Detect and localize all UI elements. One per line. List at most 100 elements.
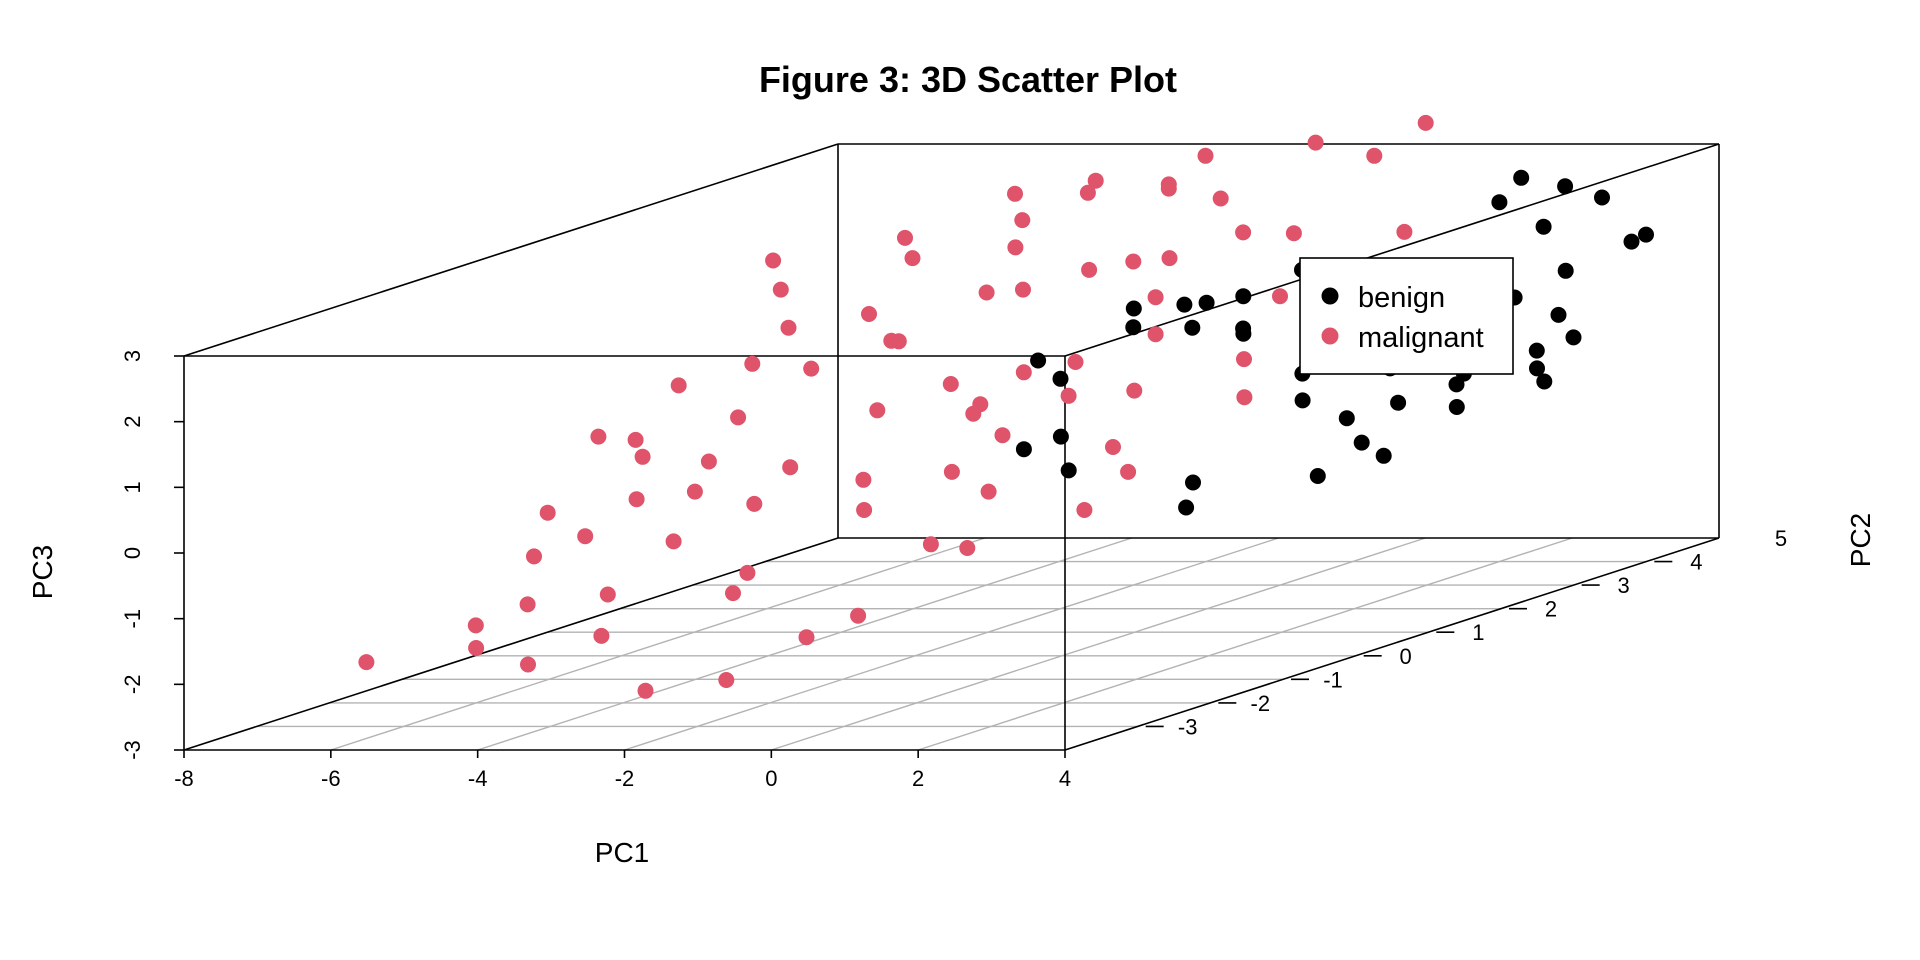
point-malignant xyxy=(1396,223,1413,240)
point-benign xyxy=(1015,441,1032,458)
plot-box xyxy=(183,143,1720,751)
point-malignant xyxy=(637,682,654,699)
grid-line-x xyxy=(624,537,1279,751)
point-benign xyxy=(1235,325,1252,342)
point-malignant xyxy=(746,495,763,512)
point-benign xyxy=(1513,169,1530,186)
z-axis-label: PC3 xyxy=(27,545,58,599)
point-malignant xyxy=(1212,190,1229,207)
point-benign xyxy=(1535,218,1552,235)
point-benign xyxy=(1390,394,1407,411)
point-malignant xyxy=(782,459,799,476)
point-malignant xyxy=(1235,224,1252,241)
point-benign xyxy=(1557,262,1574,279)
legend-box xyxy=(1299,257,1514,375)
point-malignant xyxy=(1007,239,1024,256)
point-malignant xyxy=(1007,185,1023,202)
point-malignant xyxy=(980,483,997,500)
z-tick-label: -3 xyxy=(120,740,145,760)
point-malignant xyxy=(1236,389,1253,406)
x-tick-label: 4 xyxy=(1059,766,1071,791)
point-malignant xyxy=(627,431,644,448)
point-benign xyxy=(1052,370,1069,387)
legend-benign-label: benign xyxy=(1358,282,1445,314)
point-malignant xyxy=(890,333,907,350)
point-malignant xyxy=(861,306,877,322)
point-benign xyxy=(1184,319,1201,336)
point-malignant xyxy=(803,360,820,377)
point-malignant xyxy=(1120,463,1137,480)
x-tick-label: -8 xyxy=(174,766,194,791)
data-points xyxy=(358,114,1654,699)
point-malignant xyxy=(1105,439,1121,455)
x-tick-label: -6 xyxy=(321,766,341,791)
point-malignant xyxy=(869,402,886,419)
point-malignant xyxy=(590,428,607,445)
box-edge xyxy=(1064,537,1720,751)
point-malignant xyxy=(1079,184,1096,201)
point-malignant xyxy=(850,607,867,624)
legend: benign malignant xyxy=(1299,257,1514,375)
point-malignant xyxy=(1125,253,1142,270)
y-tick-label: 2 xyxy=(1545,597,1557,622)
floor-grid xyxy=(256,537,1647,751)
point-benign xyxy=(1528,342,1545,359)
point-malignant xyxy=(1307,134,1324,151)
point-malignant xyxy=(700,453,717,470)
point-malignant xyxy=(1161,250,1178,267)
legend-malignant-marker xyxy=(1321,327,1339,345)
point-benign xyxy=(1235,288,1252,305)
point-malignant xyxy=(1081,261,1098,278)
point-malignant xyxy=(718,672,735,688)
point-benign xyxy=(1536,373,1553,390)
point-malignant xyxy=(1285,225,1302,242)
point-malignant xyxy=(468,640,485,656)
point-malignant xyxy=(520,656,536,673)
point-malignant xyxy=(1417,114,1434,131)
x-tick-label: -2 xyxy=(615,766,635,791)
point-malignant xyxy=(972,396,989,413)
point-malignant xyxy=(467,617,484,634)
point-malignant xyxy=(686,483,703,500)
point-malignant xyxy=(526,548,542,565)
point-malignant xyxy=(1160,176,1177,193)
x-tick-label: 0 xyxy=(765,766,777,791)
point-malignant xyxy=(1015,364,1032,381)
x-tick-label: -4 xyxy=(468,766,488,791)
point-malignant xyxy=(942,376,959,392)
box-edge xyxy=(183,143,839,357)
point-malignant xyxy=(856,502,873,518)
point-malignant xyxy=(593,627,610,644)
point-malignant xyxy=(1147,289,1164,306)
point-malignant xyxy=(855,471,872,488)
point-benign xyxy=(1125,300,1142,317)
point-malignant xyxy=(1147,326,1164,343)
point-benign xyxy=(1185,474,1201,491)
point-malignant xyxy=(739,564,756,581)
point-malignant xyxy=(1272,288,1288,305)
point-malignant xyxy=(1087,172,1104,189)
point-malignant xyxy=(634,448,651,465)
point-malignant xyxy=(744,355,761,372)
point-malignant xyxy=(798,629,815,646)
grid-line-x xyxy=(771,537,1426,751)
z-tick-label: -1 xyxy=(120,609,145,629)
point-malignant xyxy=(959,540,976,556)
y-tick-label: 0 xyxy=(1400,644,1412,669)
point-malignant xyxy=(1060,387,1077,404)
point-benign xyxy=(1309,468,1326,484)
point-benign xyxy=(1176,296,1193,313)
y-tick-label: -1 xyxy=(1323,667,1343,692)
point-benign xyxy=(1353,434,1370,451)
point-malignant xyxy=(780,319,797,336)
point-malignant xyxy=(1197,147,1214,164)
z-tick-label: 1 xyxy=(120,481,145,493)
point-benign xyxy=(1338,410,1355,427)
point-benign xyxy=(1294,392,1311,409)
point-malignant xyxy=(670,377,687,394)
x-tick-label: 2 xyxy=(912,766,924,791)
point-malignant xyxy=(904,250,921,267)
point-malignant xyxy=(539,504,556,521)
point-malignant xyxy=(1366,147,1383,164)
y-tick-label: 1 xyxy=(1472,620,1484,645)
